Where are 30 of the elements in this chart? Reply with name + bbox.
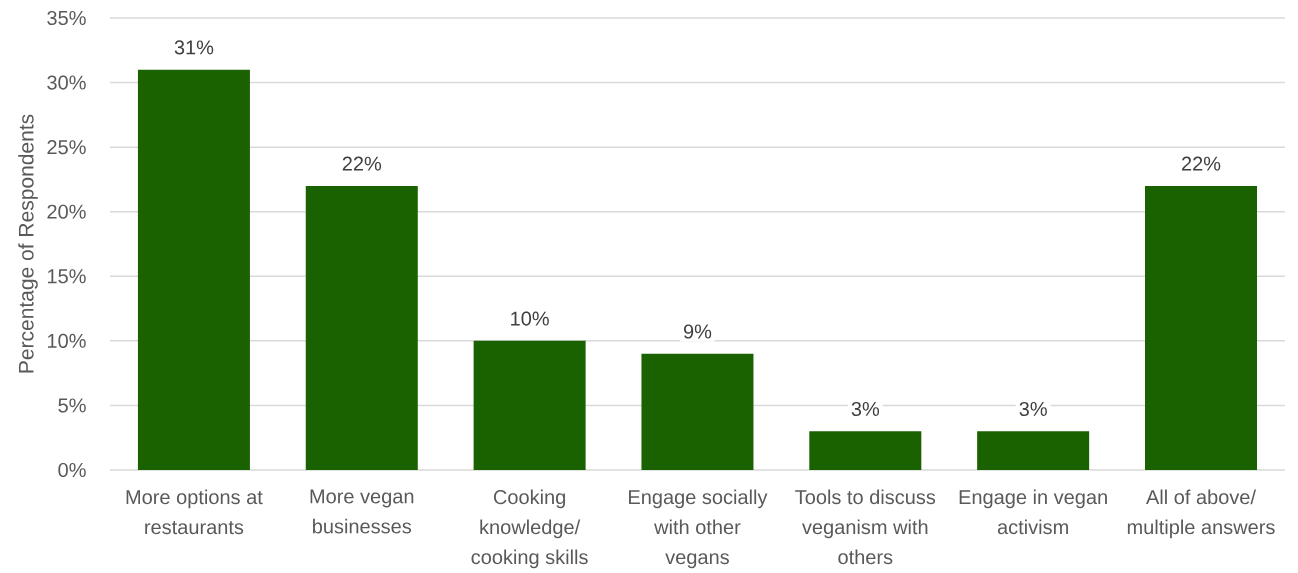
- x-tick-label: Tools to discuss veganism with others: [795, 489, 936, 565]
- x-tick-label: More options at restaurants: [126, 489, 263, 535]
- bar: [473, 340, 586, 470]
- y-axis-title: Percentage of Respondents: [18, 114, 38, 373]
- x-tick-label: All of above/ multiple answers: [1127, 489, 1275, 539]
- bar: [977, 431, 1090, 470]
- x-tick-label: Engage socially with other vegans: [629, 489, 768, 569]
- data-label: 3%: [1019, 401, 1047, 417]
- bar: [305, 185, 418, 470]
- bar: [809, 431, 922, 470]
- data-label: 22%: [1181, 156, 1221, 171]
- y-tick-label: 25%: [47, 140, 86, 155]
- data-label: 3%: [851, 401, 880, 417]
- y-tick-label: 5%: [58, 398, 86, 413]
- x-tick-label: Engage in vegan activism: [959, 489, 1107, 535]
- x-tick-label: Cooking knowledge/ cooking skills: [471, 489, 588, 569]
- y-tick-label: 30%: [47, 75, 86, 90]
- bar: [641, 353, 754, 470]
- bar: [1144, 185, 1257, 470]
- y-tick-label: 35%: [47, 10, 86, 26]
- data-label: 31%: [174, 40, 214, 55]
- x-tick-label: More vegan businesses: [310, 489, 414, 534]
- y-tick-label: 10%: [47, 333, 86, 348]
- data-label: 22%: [342, 156, 382, 171]
- y-tick-label: 20%: [47, 204, 86, 219]
- data-label: 10%: [511, 311, 549, 326]
- bar: [137, 69, 250, 470]
- y-tick-label: 15%: [47, 269, 86, 284]
- data-label: 9%: [683, 324, 712, 339]
- y-tick-label: 0%: [58, 462, 86, 478]
